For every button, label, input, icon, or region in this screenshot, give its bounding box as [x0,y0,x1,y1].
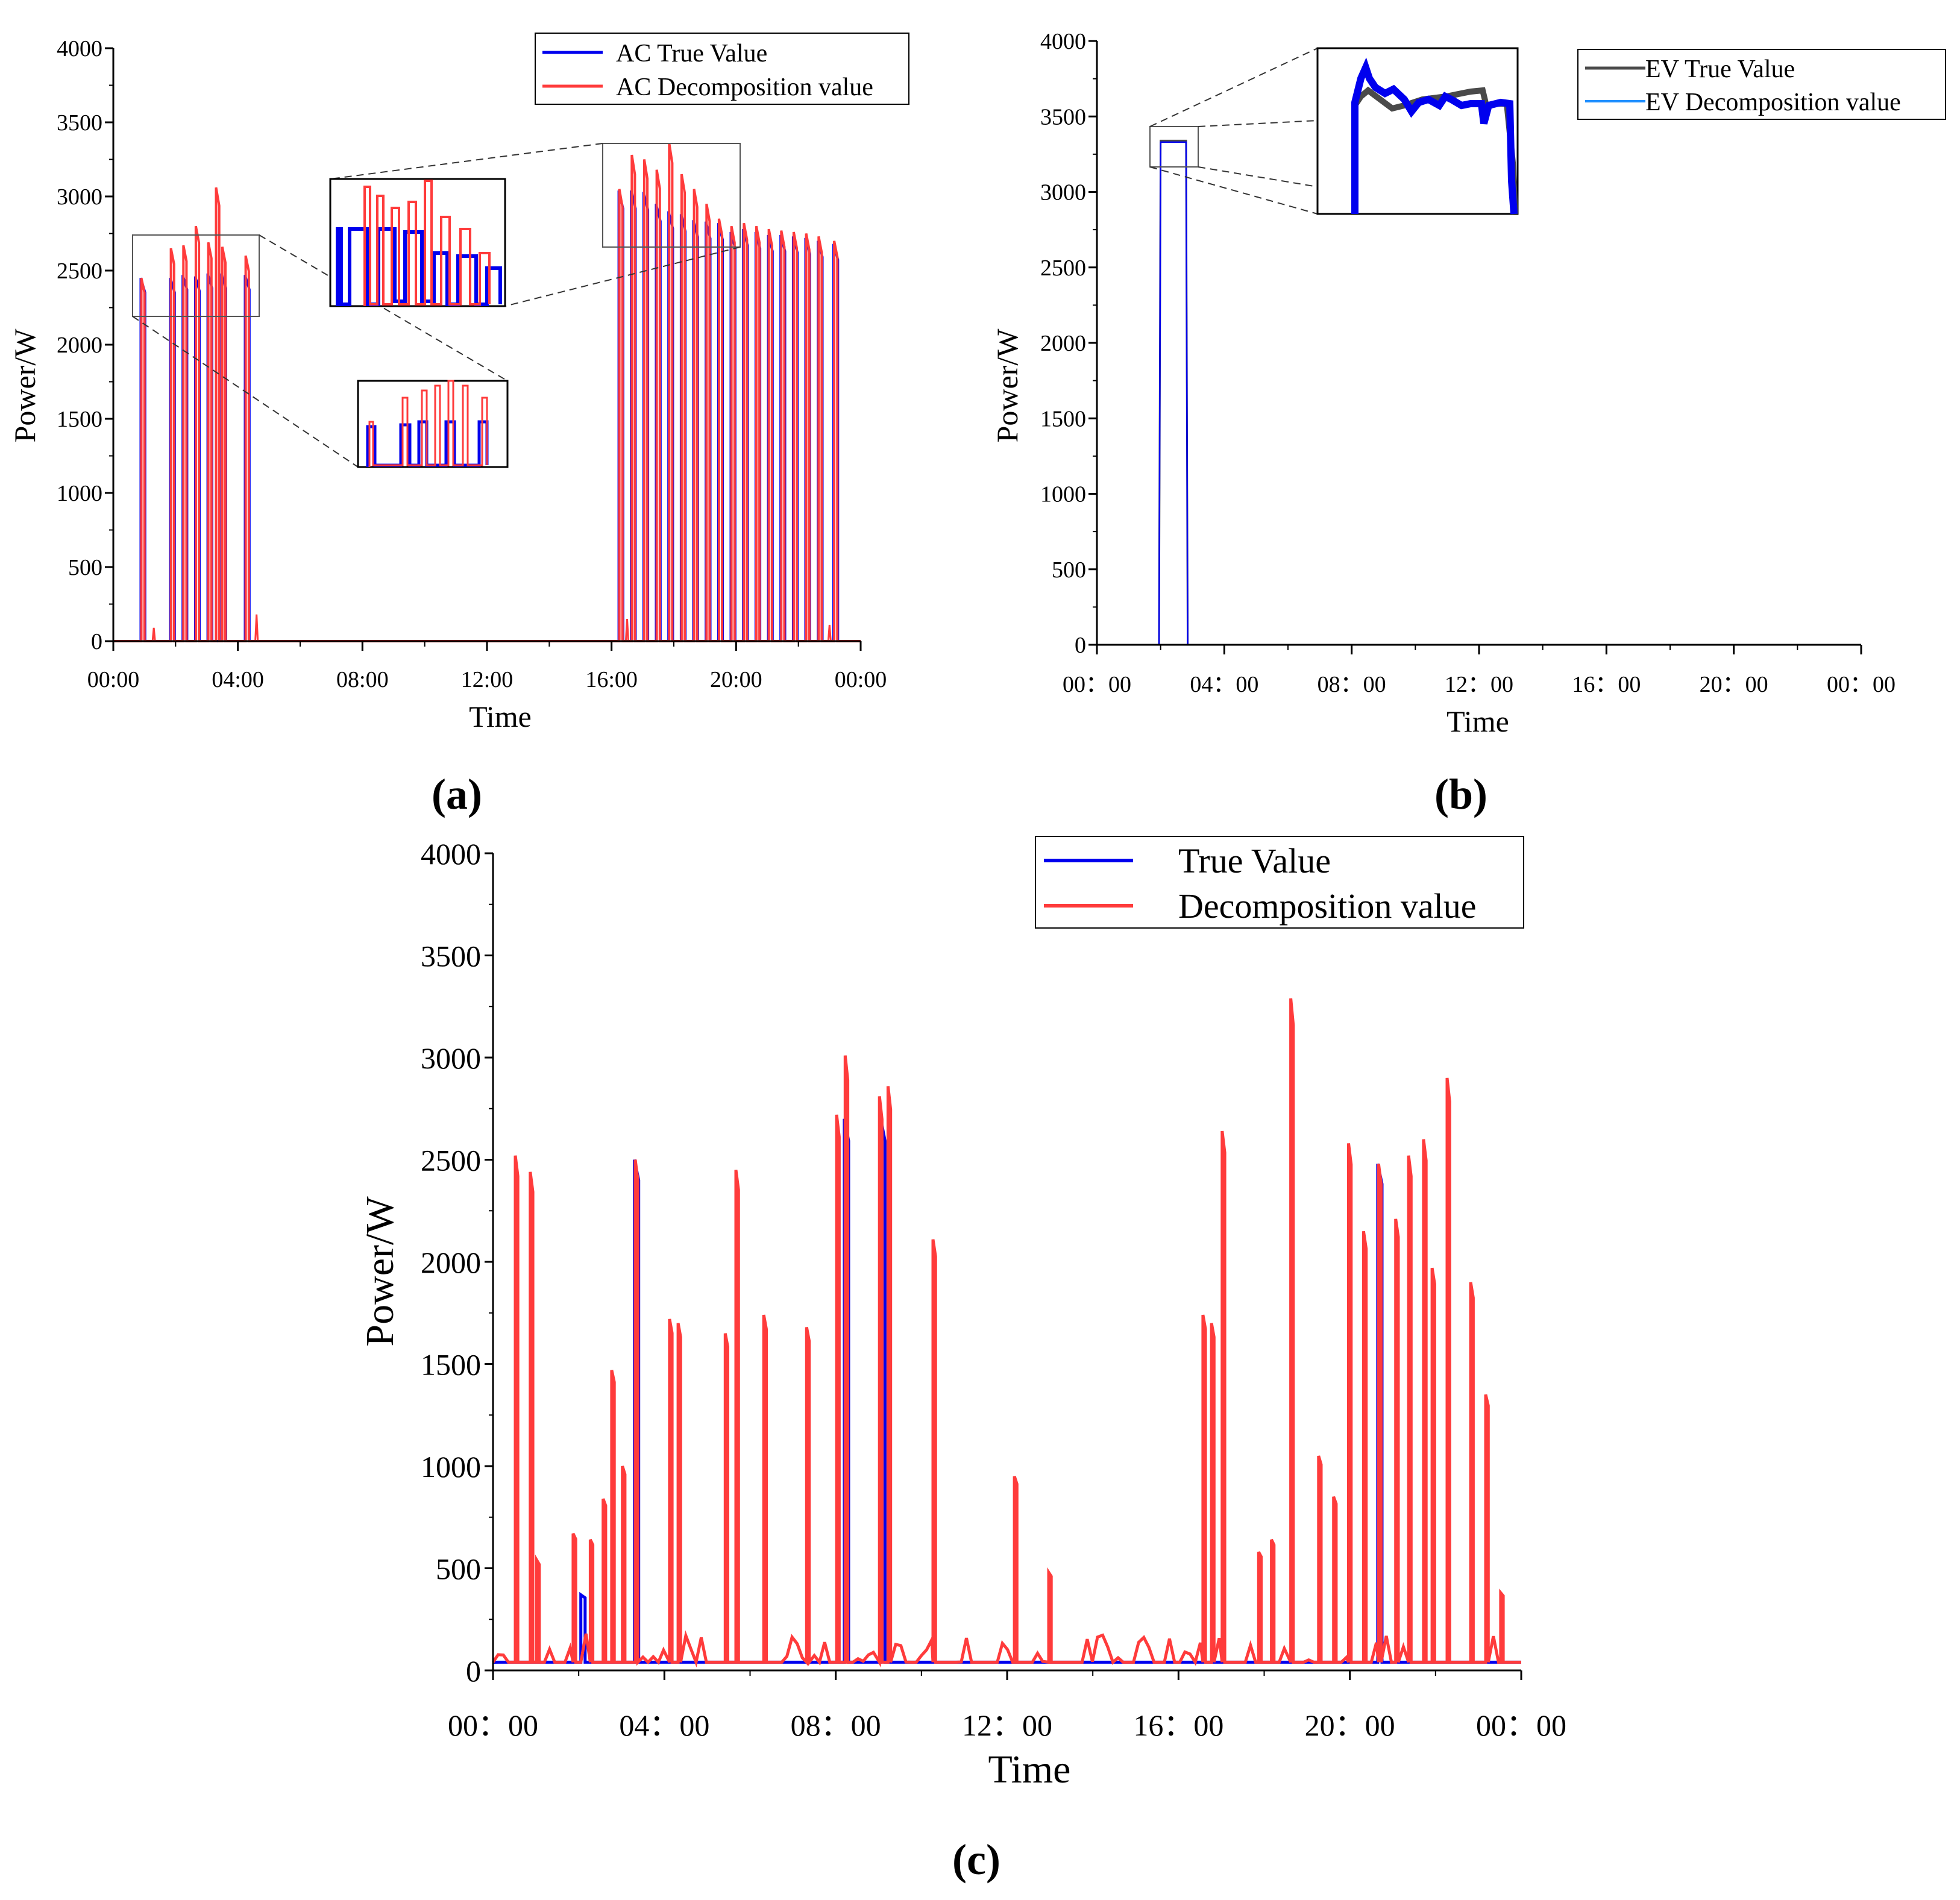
chart-c-x-ticks: 00：00 04：00 08：00 12：00 16：00 20：00 00：00 [448,1670,1566,1742]
chart-b-legend-decomp-label: EV Decomposition value [1645,89,1901,116]
chart-c-ytick-label: 1000 [421,1450,481,1484]
chart-c-legend: True Value Decomposition value [1035,836,1524,929]
chart-a-ytick-label: 500 [68,555,102,580]
chart-a-xtick-label: 20:00 [710,667,762,692]
chart-c-xtick-label: 04：00 [619,1708,709,1742]
chart-b-xtick-label: 12：00 [1445,672,1513,697]
chart-b-ytick-label: 3500 [1040,104,1086,130]
chart-c-ytick-label: 0 [466,1654,481,1688]
chart-a-xtick-label: 08:00 [336,667,389,692]
chart-a-ytick-label: 2000 [57,333,102,358]
chart-b-ytick-label: 4000 [1040,29,1086,54]
chart-b-xtick-label: 08：00 [1318,672,1386,697]
chart-c-xtick-label: 16：00 [1133,1708,1223,1742]
chart-b-xtick-label: 16：00 [1572,672,1641,697]
chart-a-xtick-label: 04:00 [212,667,264,692]
chart-a-legend-decomp-label: AC Decomposition value [616,74,873,101]
chart-a-xtick-label: 00:00 [835,667,887,692]
chart-b-xtick-label: 00：00 [1827,672,1896,697]
panel-label-c: (c) [952,1836,1000,1884]
chart-c-ytick-label: 3500 [421,939,481,973]
chart-a-y-ticks: 0 500 1000 1500 2000 2500 3000 3500 4000 [57,36,113,654]
chart-c-xlabel: Time [988,1748,1071,1792]
chart-c-ytick-label: 4000 [421,837,481,871]
chart-a-residual-blip [151,627,156,642]
chart-c-y-ticks: 0 500 1000 1500 2000 2500 3000 3500 4000 [421,837,493,1688]
chart-b-y-ticks: 0 500 1000 1500 2000 2500 3000 3500 4000 [1040,29,1097,658]
chart-b-xtick-label: 00：00 [1063,672,1131,697]
chart-c-xtick-label: 20：00 [1305,1708,1395,1742]
chart-a-ytick-label: 3500 [57,110,102,136]
chart-a: 0 500 1000 1500 2000 2500 3000 3500 4000 00:00 04… [8,33,909,818]
chart-c-ytick-label: 2000 [421,1246,481,1279]
chart-b-legend-true-label: EV True Value [1645,55,1795,83]
chart-a-ytick-label: 4000 [57,36,102,61]
chart-a-residual-blip [624,619,630,642]
chart-c-series-decomposition [491,998,1521,1668]
chart-a-ytick-label: 3000 [57,184,102,210]
chart-a-xtick-label: 00:00 [87,667,140,692]
chart-a-ytick-label: 1500 [57,407,102,432]
chart-a-legend: AC True Value AC Decomposition value [535,33,909,105]
chart-c-ytick-label: 2500 [421,1144,481,1177]
chart-b-ylabel: Power/W [990,328,1024,443]
chart-a-xtick-label: 12:00 [461,667,514,692]
chart-c-legend-decomp-label: Decomposition value [1178,886,1477,926]
chart-b-ytick-label: 1000 [1040,482,1086,507]
chart-c-ytick-label: 500 [436,1552,481,1586]
chart-a-ytick-label: 1000 [57,481,102,506]
chart-c-legend-true-label: True Value [1178,841,1331,880]
chart-b-ytick-label: 2500 [1040,256,1086,281]
chart-a-zoom-region-right [602,143,741,248]
chart-b: 0 500 1000 1500 2000 2500 3000 3500 4000 00：00 04… [990,29,1946,818]
chart-a-x-ticks: 00:00 04:00 08:00 12:00 16:00 20:00 00:00 [87,641,887,692]
panel-label-a: (a) [432,770,482,818]
chart-b-ytick-label: 500 [1052,557,1086,583]
chart-b-ytick-label: 0 [1075,633,1086,658]
chart-c-series-layer [491,998,1521,1668]
chart-c-xtick-label: 00：00 [1476,1708,1566,1742]
chart-a-xtick-label: 16:00 [585,667,638,692]
chart-a-zoom-callouts [132,143,741,468]
panel-label-b: (b) [1434,770,1487,818]
chart-b-x-ticks: 00：00 04：00 08：00 12：00 16：00 20：00 00：00 [1063,645,1896,697]
chart-b-zoom-region [1149,126,1199,168]
chart-a-ylabel: Power/W [8,328,42,443]
chart-b-xlabel: Time [1446,704,1509,738]
chart-c-ytick-label: 3000 [421,1041,481,1075]
chart-a-inset-lower [357,380,509,468]
chart-a-inset-upper [329,178,506,307]
chart-c: 0 500 1000 1500 2000 2500 3000 3500 4000 00：00 04… [358,836,1566,1884]
chart-a-residual-blip [827,624,832,642]
chart-a-ytick-label: 2500 [57,259,102,284]
chart-a-residual-blip [254,614,259,642]
chart-a-ytick-label: 0 [91,629,102,654]
chart-a-xlabel: Time [469,700,532,733]
chart-c-xtick-label: 12：00 [962,1708,1052,1742]
chart-c-ytick-label: 1500 [421,1348,481,1382]
chart-b-ytick-label: 2000 [1040,331,1086,356]
chart-a-zoom-region-left [132,234,260,317]
chart-b-xtick-label: 04：00 [1190,672,1258,697]
chart-a-legend-true-label: AC True Value [616,40,767,67]
chart-b-xtick-label: 20：00 [1700,672,1768,697]
chart-b-legend: EV True Value EV Decomposition value [1577,49,1946,120]
chart-c-ylabel: Power/W [358,1196,402,1347]
chart-b-zoom-callout [1149,47,1519,215]
chart-b-ytick-label: 1500 [1040,406,1086,431]
chart-b-inset [1316,47,1519,215]
chart-b-ytick-label: 3000 [1040,180,1086,205]
chart-c-xtick-label: 08：00 [791,1708,881,1742]
chart-c-xtick-label: 00：00 [448,1708,538,1742]
